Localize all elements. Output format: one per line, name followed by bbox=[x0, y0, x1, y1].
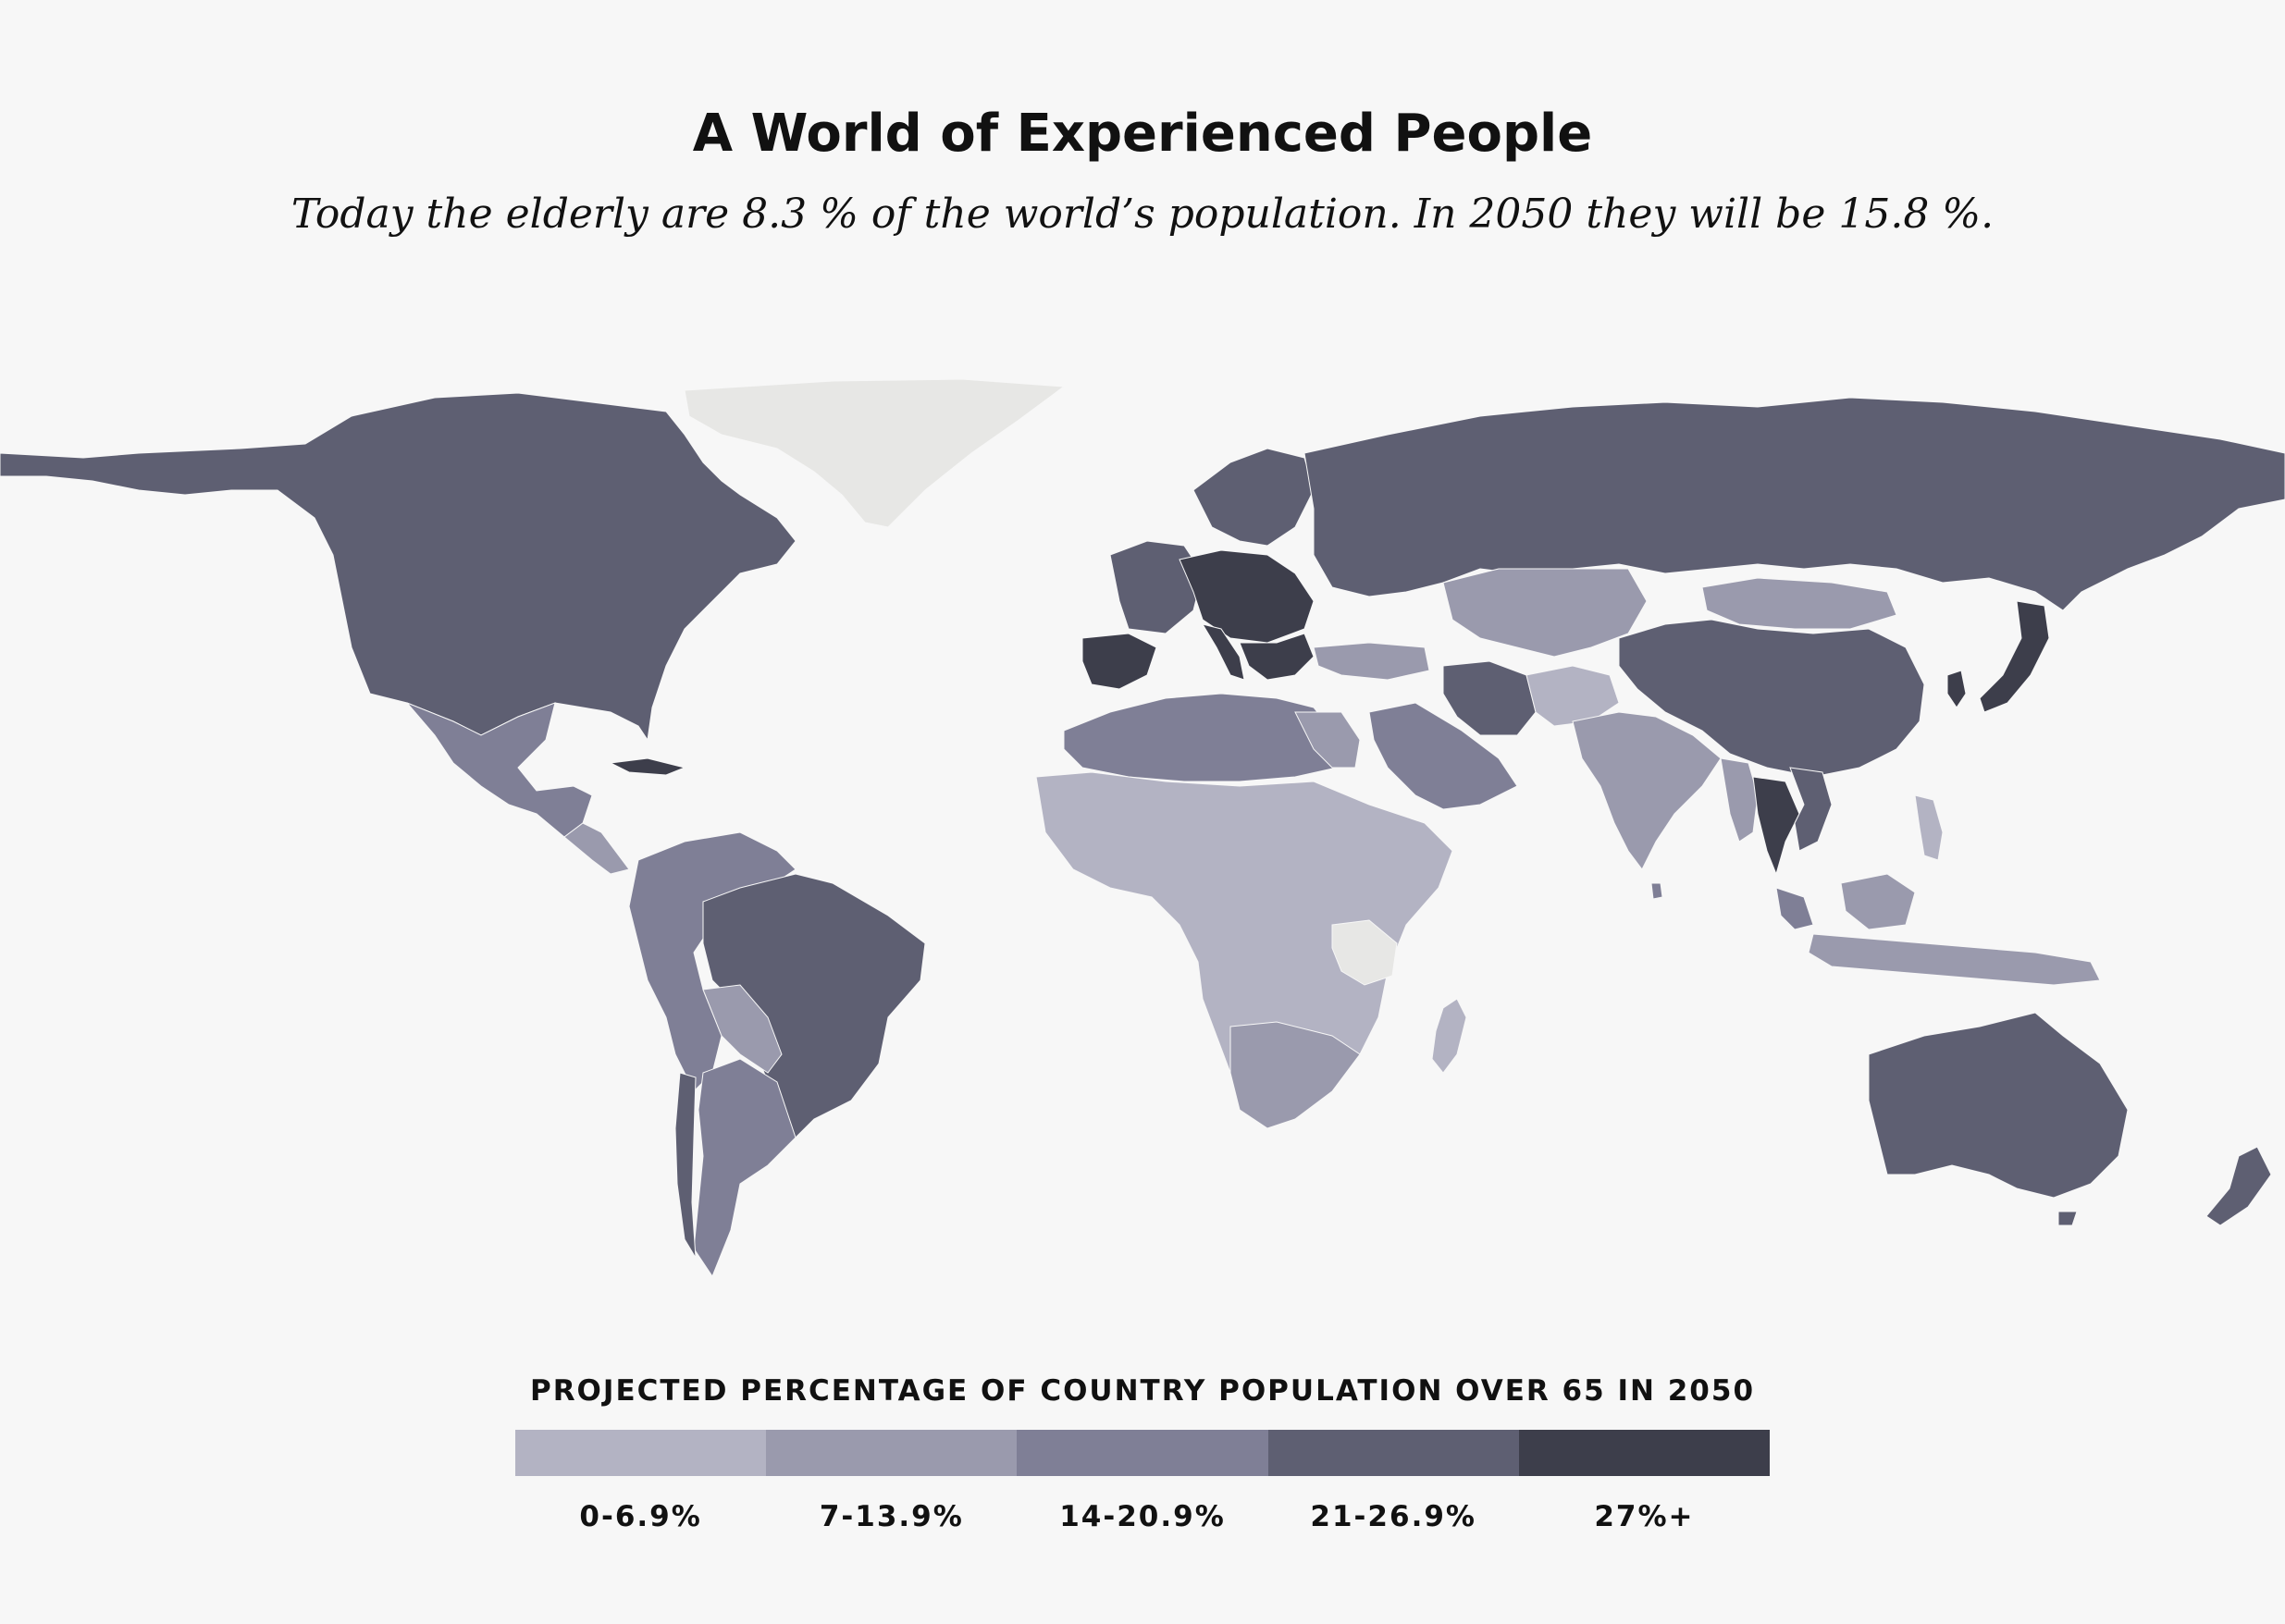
legend-swatch-4 bbox=[1518, 1430, 1771, 1476]
region-vietnam bbox=[1789, 767, 1833, 852]
region-arabia bbox=[1368, 702, 1518, 810]
region-cuba bbox=[609, 757, 686, 776]
region-central-asia bbox=[1442, 568, 1648, 658]
region-thailand bbox=[1752, 776, 1800, 876]
legend-swatch-0 bbox=[515, 1430, 767, 1476]
legend-item-2: 14-20.9% bbox=[1017, 1430, 1268, 1533]
region-borneo bbox=[1840, 873, 1916, 930]
region-japan bbox=[1979, 600, 2050, 713]
map-title: A World of Experienced People bbox=[692, 104, 1593, 164]
legend-swatch-1 bbox=[766, 1430, 1018, 1476]
region-australia bbox=[1868, 1012, 2129, 1199]
legend-swatch-3 bbox=[1267, 1430, 1519, 1476]
region-afghanistan-pakistan bbox=[1525, 665, 1620, 727]
legend: 0-6.9% 7-13.9% 14-20.9% 21-26.9% 27%+ bbox=[515, 1430, 1771, 1533]
region-italy bbox=[1201, 623, 1245, 681]
region-iberia bbox=[1081, 633, 1157, 690]
region-greenland bbox=[684, 378, 1066, 528]
legend-swatch-2 bbox=[1017, 1430, 1268, 1476]
region-myanmar bbox=[1720, 757, 1759, 843]
region-tasmania bbox=[2057, 1211, 2078, 1226]
region-central-america bbox=[563, 822, 630, 875]
region-iran bbox=[1442, 660, 1537, 736]
map-subtitle: Today the elderly are 8.3 % of the world… bbox=[290, 191, 1995, 238]
region-turkey bbox=[1313, 642, 1430, 681]
legend-label-4: 27%+ bbox=[1594, 1500, 1695, 1533]
region-mongolia bbox=[1701, 577, 1897, 630]
region-scandinavia bbox=[1192, 448, 1315, 547]
region-chile bbox=[674, 1072, 697, 1259]
region-russia bbox=[1303, 397, 2285, 611]
region-mexico bbox=[406, 702, 593, 838]
region-philippines bbox=[1914, 794, 1944, 861]
region-central-europe bbox=[1179, 549, 1315, 644]
region-southern-africa bbox=[1229, 1021, 1361, 1129]
region-north-america bbox=[0, 392, 797, 742]
region-new-zealand bbox=[2205, 1146, 2272, 1226]
region-tanzania bbox=[1331, 919, 1398, 986]
legend-item-1: 7-13.9% bbox=[766, 1430, 1018, 1533]
region-korea bbox=[1946, 670, 1967, 708]
region-western-europe bbox=[1109, 540, 1204, 634]
region-indonesia bbox=[1808, 933, 2101, 986]
legend-label-3: 21-26.9% bbox=[1310, 1500, 1476, 1533]
legend-label-2: 14-20.9% bbox=[1059, 1500, 1226, 1533]
region-north-africa bbox=[1063, 693, 1338, 782]
region-china bbox=[1618, 619, 1925, 778]
region-egypt bbox=[1294, 711, 1361, 769]
legend-title: PROJECTED PERCENTAGE OF COUNTRY POPULATI… bbox=[529, 1374, 1756, 1408]
region-india bbox=[1572, 711, 1722, 870]
region-argentina bbox=[693, 1058, 797, 1276]
world-map bbox=[0, 378, 2285, 1276]
legend-label-1: 7-13.9% bbox=[819, 1500, 964, 1533]
legend-item-4: 27%+ bbox=[1518, 1430, 1771, 1533]
legend-item-0: 0-6.9% bbox=[515, 1430, 767, 1533]
region-sri-lanka bbox=[1650, 882, 1663, 900]
legend-item-3: 21-26.9% bbox=[1267, 1430, 1519, 1533]
legend-label-0: 0-6.9% bbox=[579, 1500, 702, 1533]
region-malaysia bbox=[1775, 887, 1814, 930]
region-madagascar bbox=[1431, 998, 1467, 1074]
region-balkans bbox=[1239, 633, 1315, 681]
region-bolivia-paraguay bbox=[702, 984, 783, 1074]
